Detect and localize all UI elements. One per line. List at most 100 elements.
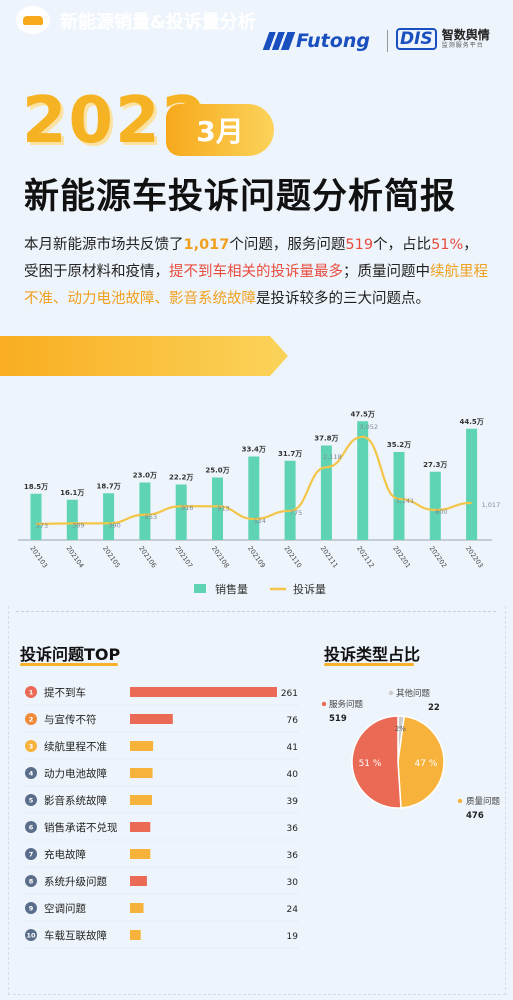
x-tick-label: 202112 bbox=[355, 545, 376, 570]
complaint-category-label: 车载互联故障 bbox=[44, 929, 107, 942]
rank-number: 9 bbox=[29, 905, 34, 913]
complaint-type-pie: 51 % 47 % 2% 服务问题 519 质量问题 476 其他问题 22 bbox=[321, 688, 501, 820]
complaints-line bbox=[35, 435, 472, 525]
pie-legend-dot bbox=[388, 690, 394, 696]
sales-bar bbox=[66, 499, 78, 540]
pie-legend-name: 服务问题 bbox=[329, 699, 364, 710]
sales-bar bbox=[175, 484, 187, 540]
header: Futong DIS 智数舆情 监测服务平台 bbox=[0, 28, 513, 58]
sales-bar-label: 33.4万 bbox=[242, 446, 266, 454]
sales-bar bbox=[139, 482, 151, 540]
complaint-bar-value: 36 bbox=[287, 851, 299, 861]
section-separator bbox=[16, 611, 496, 612]
pie-legend-dot bbox=[457, 798, 463, 804]
complaint-category-label: 系统升级问题 bbox=[44, 875, 107, 888]
complaint-category-label: 与宣传不符 bbox=[44, 713, 97, 726]
sales-bar-label: 35.2万 bbox=[387, 441, 411, 449]
rank-number: 2 bbox=[29, 716, 34, 724]
x-tick-label: 202107 bbox=[174, 545, 195, 570]
complaint-bar-value: 19 bbox=[287, 932, 299, 942]
brand-divider bbox=[387, 30, 388, 52]
complaint-bar-value: 24 bbox=[287, 905, 299, 915]
sales-bar bbox=[466, 428, 478, 540]
rank-badge bbox=[25, 686, 37, 698]
complaints-point-label: 373 bbox=[36, 522, 48, 530]
complaint-bar bbox=[130, 822, 151, 832]
x-tick-label: 202111 bbox=[319, 545, 340, 570]
sales-bar bbox=[357, 421, 369, 540]
section-title: 新能源销量&投诉量分析 bbox=[60, 12, 256, 33]
sales-bar bbox=[284, 460, 296, 540]
rank-number: 3 bbox=[29, 743, 34, 751]
sales-bar-label: 18.5万 bbox=[24, 483, 48, 491]
sales-bar-label: 27.3万 bbox=[423, 461, 447, 469]
complaint-category-label: 空调问题 bbox=[44, 902, 86, 915]
pie-legend-dot bbox=[321, 701, 327, 707]
zhishu-logo: DIS 智数舆情 监测服务平台 bbox=[396, 28, 490, 50]
intro-top3: 续航里程不准、动力电池故障、影音系统故障 bbox=[24, 264, 488, 307]
pie-legend-value: 476 bbox=[466, 811, 484, 820]
x-tick-label: 202203 bbox=[464, 545, 485, 570]
intro-paragraph: 本月新能源市场共反馈了1,017个问题，服务问题519个，占比51%，受困于原材… bbox=[24, 232, 492, 313]
complaint-bar-value: 261 bbox=[281, 689, 298, 699]
rank-number: 7 bbox=[29, 851, 34, 859]
complaints-point-label: 389 bbox=[72, 521, 84, 529]
rank-badge bbox=[25, 902, 37, 914]
zhishu-logo-text: 智数舆情 监测服务平台 bbox=[442, 28, 490, 50]
legend-sales-label: 销售量 bbox=[215, 582, 248, 596]
complaint-category-label: 影音系统故障 bbox=[44, 794, 107, 807]
complaints-point-label: 653 bbox=[145, 513, 157, 521]
complaints-point-label: 913 bbox=[217, 504, 229, 512]
complaint-category-label: 续航里程不准 bbox=[44, 740, 107, 753]
rank-badge bbox=[25, 929, 37, 941]
complaint-bar-value: 76 bbox=[287, 716, 299, 726]
pie-legend-name: 其他问题 bbox=[396, 688, 431, 699]
complaint-type-title: 投诉类型占比 bbox=[324, 645, 421, 664]
complaint-category-label: 充电故障 bbox=[44, 848, 86, 861]
sales-bar bbox=[103, 493, 115, 540]
zhishu-sub: 监测服务平台 bbox=[441, 42, 484, 49]
x-tick-label: 202103 bbox=[28, 545, 49, 570]
x-tick-label: 202108 bbox=[210, 545, 231, 570]
sales-bar bbox=[248, 456, 260, 540]
x-tick-label: 202105 bbox=[101, 545, 122, 570]
zhishu-name: 智数舆情 bbox=[441, 28, 490, 42]
x-tick-label: 202110 bbox=[282, 545, 303, 570]
sales-bar bbox=[429, 471, 441, 540]
section-banner bbox=[0, 336, 288, 376]
rank-badge bbox=[25, 713, 37, 725]
complaint-bar bbox=[130, 795, 152, 805]
x-tick-label: 202201 bbox=[391, 545, 412, 570]
car-icon bbox=[16, 6, 50, 34]
sales-complaints-chart: 18.5万 202103 16.1万 202104 18.7万 202105 23.0万 20… bbox=[18, 410, 500, 596]
sales-bar-label: 25.0万 bbox=[205, 467, 229, 475]
pie-legend-value: 519 bbox=[329, 714, 347, 724]
complaint-bar bbox=[130, 876, 147, 886]
rank-number: 5 bbox=[29, 797, 34, 805]
sales-bar-label: 23.0万 bbox=[133, 472, 157, 480]
complaint-category-label: 销售承诺不兑现 bbox=[44, 821, 118, 834]
pie-legend-value: 22 bbox=[428, 703, 440, 713]
rank-number: 8 bbox=[29, 878, 34, 886]
pie-slice-pct: 51 % bbox=[359, 759, 382, 769]
report-title: 新能源车投诉问题分析简报 bbox=[24, 177, 457, 217]
complaint-bar-value: 30 bbox=[287, 878, 299, 888]
sales-bar-label: 22.2万 bbox=[169, 474, 193, 482]
sales-bar-label: 44.5万 bbox=[459, 418, 483, 426]
intro-text-2: 个问题，服务问题 bbox=[229, 237, 346, 253]
complaint-bar bbox=[130, 741, 154, 751]
sales-bar-label: 47.5万 bbox=[351, 410, 375, 418]
sales-bar-label: 37.8万 bbox=[314, 435, 338, 443]
complaint-bar-value: 40 bbox=[287, 770, 299, 780]
intro-total: 1,017 bbox=[183, 237, 230, 253]
complaints-point-label: 1,141 bbox=[396, 497, 415, 505]
rank-badge bbox=[25, 848, 37, 860]
sales-bar bbox=[393, 452, 405, 540]
complaint-bar-value: 36 bbox=[287, 824, 299, 834]
pie-slice bbox=[397, 715, 445, 809]
pie-slice-pct: 2% bbox=[395, 725, 406, 733]
rank-badge bbox=[25, 740, 37, 752]
sales-bar-label: 18.7万 bbox=[96, 482, 120, 490]
complaint-bar-value: 39 bbox=[287, 797, 299, 807]
